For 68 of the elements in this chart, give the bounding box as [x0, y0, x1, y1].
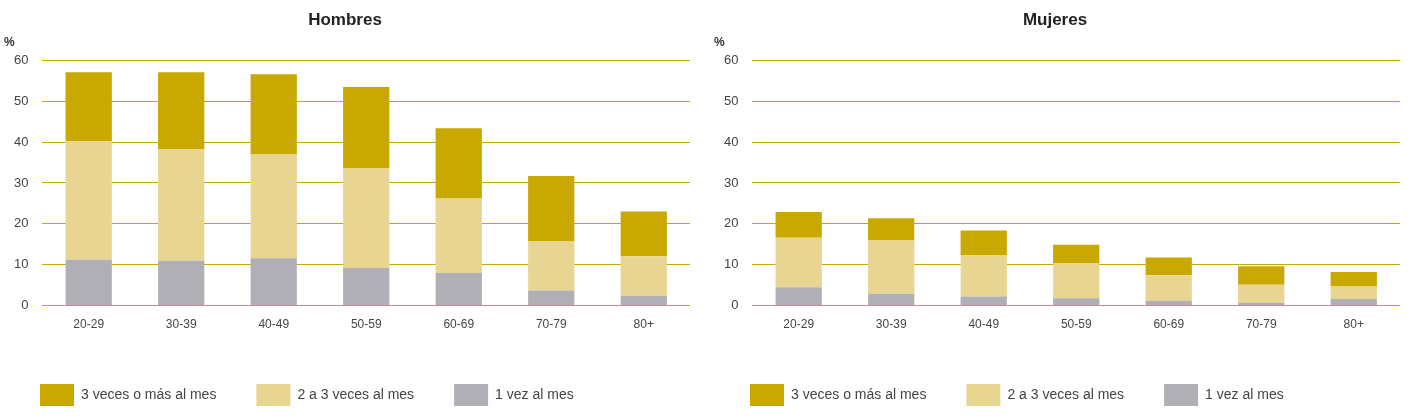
legend-label: 1 vez al mes — [495, 385, 574, 402]
y-tick-label: 0 — [731, 297, 739, 313]
legend-label: 3 veces o más al mes — [791, 385, 927, 402]
y-axis-title: % — [714, 34, 725, 49]
bar — [960, 230, 1007, 255]
y-tick-label: 40 — [723, 133, 739, 149]
bar — [868, 240, 915, 294]
y-tick-label: 30 — [723, 174, 739, 190]
x-tick-label: 50-59 — [350, 317, 382, 332]
bar — [1330, 299, 1377, 306]
x-tick-label: 80+ — [633, 317, 654, 332]
bar — [343, 167, 390, 268]
y-tick-label: 20 — [723, 215, 739, 231]
bar — [158, 260, 205, 306]
bar — [775, 237, 822, 288]
bar — [158, 149, 205, 261]
y-tick-label: 40 — [13, 133, 29, 149]
bar — [1053, 298, 1100, 306]
bar — [1238, 284, 1285, 303]
bar — [960, 254, 1007, 297]
y-tick-label: 60 — [723, 51, 739, 67]
bar — [65, 259, 112, 306]
legend-label: 3 veces o más al mes — [81, 385, 217, 402]
x-tick-label: 40-49 — [258, 317, 290, 332]
bar — [250, 258, 297, 306]
y-tick-label: 10 — [723, 256, 739, 272]
bar — [620, 256, 667, 296]
x-tick-label: 20-29 — [73, 317, 105, 332]
legend-label: 2 a 3 veces al mes — [1007, 385, 1125, 402]
bar — [435, 272, 482, 306]
y-axis-title: % — [4, 34, 15, 49]
chart-title: Hombres — [308, 9, 382, 29]
bar — [250, 154, 297, 259]
bar — [65, 140, 112, 260]
bar — [528, 241, 575, 291]
bar — [775, 287, 822, 306]
bar — [620, 295, 667, 306]
bar — [343, 268, 390, 306]
legend-label: 2 a 3 veces al mes — [297, 385, 415, 402]
bar — [1145, 300, 1192, 306]
bar — [1145, 275, 1192, 301]
x-tick-label: 70-79 — [535, 317, 567, 332]
y-tick-label: 20 — [13, 215, 29, 231]
y-tick-label: 10 — [13, 256, 29, 272]
bar — [435, 198, 482, 273]
y-tick-label: 50 — [723, 92, 739, 108]
bar — [1053, 263, 1100, 299]
y-tick-label: 50 — [13, 92, 29, 108]
bar — [868, 293, 915, 306]
y-tick-label: 30 — [13, 174, 29, 190]
bar — [1330, 272, 1377, 287]
x-tick-label: 20-29 — [783, 317, 815, 332]
x-tick-label: 50-59 — [1060, 317, 1092, 332]
chart-title: Mujeres — [1022, 9, 1088, 29]
x-tick-label: 60-69 — [1153, 317, 1185, 332]
x-tick-label: 40-49 — [968, 317, 1000, 332]
x-tick-label: 30-39 — [875, 317, 907, 332]
legend-label: 1 vez al mes — [1205, 385, 1284, 402]
x-tick-label: 30-39 — [165, 317, 197, 332]
y-tick-label: 60 — [13, 51, 29, 67]
bar — [528, 290, 575, 306]
y-tick-label: 0 — [21, 297, 29, 313]
bar — [960, 296, 1007, 306]
x-tick-label: 60-69 — [443, 317, 475, 332]
bar — [1053, 244, 1100, 264]
bar — [1330, 286, 1377, 300]
x-tick-label: 80+ — [1343, 317, 1364, 332]
x-tick-label: 70-79 — [1245, 317, 1277, 332]
